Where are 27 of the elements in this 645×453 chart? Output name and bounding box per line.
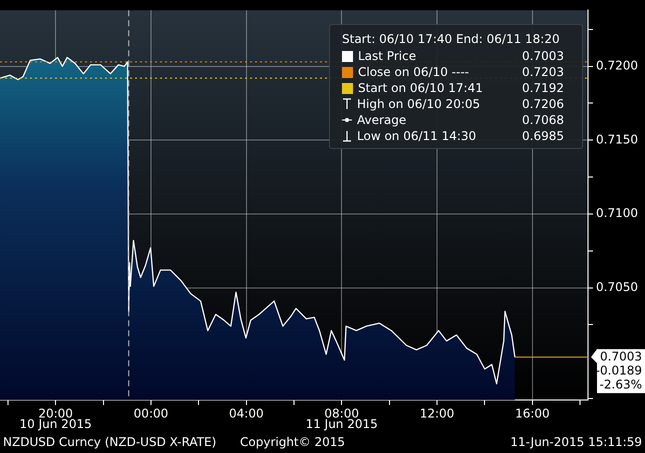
legend-title: Start: 06/10 17:40 End: 06/11 18:20 (342, 31, 561, 47)
y-tick-label: 0.7100 (596, 206, 638, 220)
annotation: 0.6985 (522, 129, 565, 143)
text: -0.0189 (596, 363, 642, 378)
text: NZDUSD Curncy (NZD-USD X-RATE) (3, 435, 216, 449)
text: -2.63% (600, 377, 642, 392)
y-tick-label: 0.7150 (596, 132, 638, 146)
text: 11-Jun-2015 15:11:59 (510, 435, 642, 449)
legend-label: Last Price (358, 49, 418, 63)
x-tick-label: 16:00 (515, 406, 550, 420)
annotation: 0.7203 (522, 65, 565, 79)
x-tick-label: 12:00 (420, 406, 454, 420)
annotation: High on 06/10 20:05 (357, 97, 482, 111)
y-tick-label: 0.7050 (596, 280, 638, 294)
annotation: Start on 06/10 17:41 (358, 81, 484, 95)
annotation: Low on 06/11 14:30 (357, 129, 478, 143)
y-tick-label: 0.7200 (596, 58, 638, 72)
annotation: 0.7068 (522, 113, 565, 127)
x-tick-label: 04:00 (229, 406, 264, 420)
text: Copyright© 2015 (240, 435, 345, 449)
ref-line-label: 0.7003 (600, 349, 642, 364)
annotation: Close on 06/10 ---- (358, 65, 470, 79)
annotation: 0.7003 (522, 49, 565, 63)
x-tick-label: 00:00 (134, 406, 168, 420)
annotation: 0.7192 (522, 81, 565, 95)
annotation: 0.7206 (522, 97, 565, 111)
annotation: Average (357, 113, 408, 127)
